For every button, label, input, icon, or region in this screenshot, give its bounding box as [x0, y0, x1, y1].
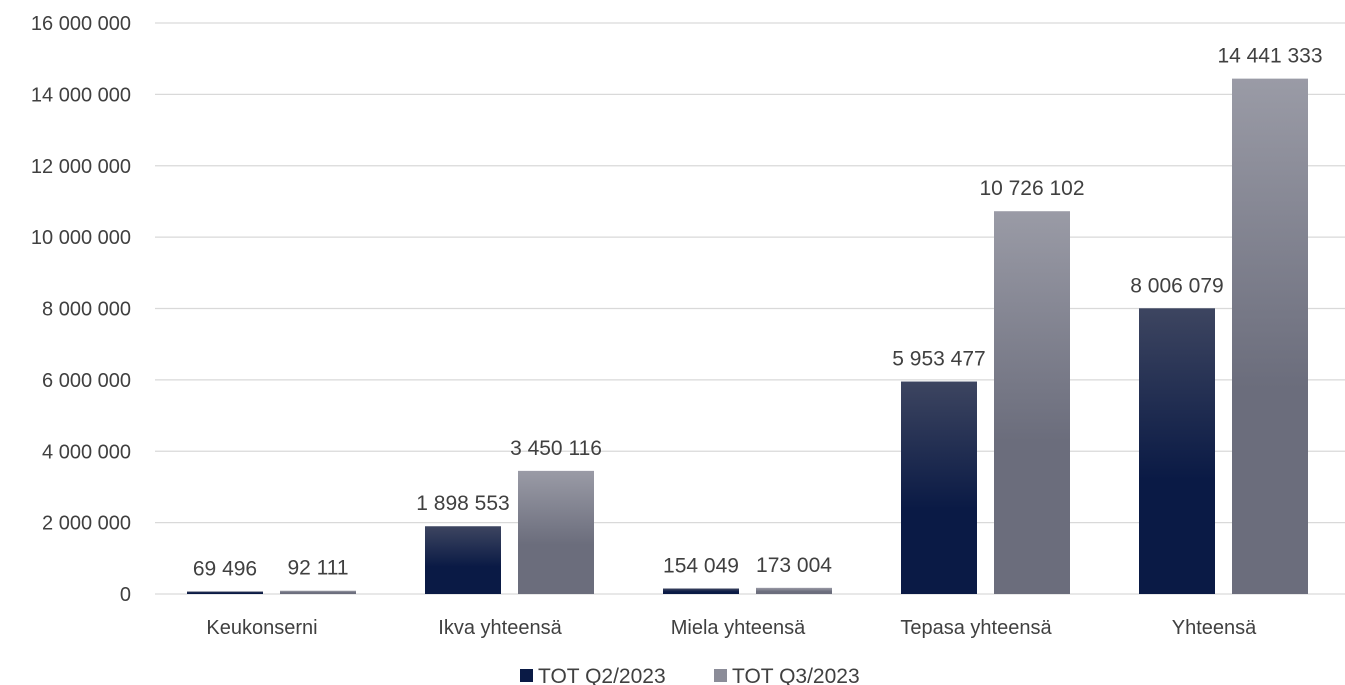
x-category-label: Ikva yhteensä — [438, 617, 562, 639]
y-tick-label: 0 — [120, 584, 131, 606]
data-label: 173 004 — [756, 554, 832, 577]
x-category-label: Keukonserni — [206, 617, 317, 639]
data-label: 3 450 116 — [510, 437, 602, 460]
data-label: 5 953 477 — [892, 348, 985, 371]
y-tick-label: 2 000 000 — [42, 513, 131, 535]
x-category-label: Tepasa yhteensä — [900, 617, 1052, 639]
bar-q3 — [994, 211, 1070, 595]
bar-q2 — [1139, 308, 1215, 594]
data-label: 10 726 102 — [979, 177, 1084, 200]
x-category-label: Miela yhteensä — [671, 617, 806, 639]
y-axis-tick-labels: 0 2 000 000 4 000 000 6 000 000 8 000 000 10 … — [31, 13, 131, 606]
data-label: 92 111 — [287, 557, 348, 580]
x-category-label: Yhteensä — [1172, 617, 1257, 639]
bar-q2 — [425, 526, 501, 594]
bar-q2 — [663, 588, 739, 594]
gridlines — [155, 22, 1345, 595]
legend-label: TOT Q2/2023 — [538, 665, 666, 685]
bar-q2 — [901, 381, 977, 594]
data-label: 8 006 079 — [1130, 274, 1223, 297]
y-tick-label: 8 000 000 — [42, 299, 131, 321]
bar-q3 — [280, 590, 356, 594]
bars — [187, 78, 1308, 595]
data-labels: 69 496 92 111 1 898 553 3 450 116 154 049 173… — [193, 45, 1323, 581]
bar-q2 — [187, 591, 263, 594]
y-tick-label: 12 000 000 — [31, 156, 131, 178]
y-tick-label: 4 000 000 — [42, 441, 131, 463]
data-label: 1 898 553 — [416, 492, 509, 515]
bar-q3 — [518, 470, 594, 594]
bar-q3 — [756, 587, 832, 594]
y-tick-label: 6 000 000 — [42, 370, 131, 392]
bar-q3 — [1232, 78, 1308, 594]
data-label: 69 496 — [193, 558, 257, 581]
data-label: 14 441 333 — [1217, 45, 1322, 68]
legend-swatch — [714, 669, 727, 682]
data-label: 154 049 — [663, 555, 739, 578]
y-tick-label: 14 000 000 — [31, 84, 131, 106]
y-tick-label: 10 000 000 — [31, 227, 131, 249]
legend-label: TOT Q3/2023 — [732, 665, 860, 685]
y-tick-label: 16 000 000 — [31, 13, 131, 35]
x-axis-category-labels: Keukonserni Ikva yhteensä Miela yhteensä Te… — [206, 617, 1257, 639]
legend: TOT Q2/2023 TOT Q3/2023 — [520, 665, 860, 685]
legend-swatch — [520, 669, 533, 682]
